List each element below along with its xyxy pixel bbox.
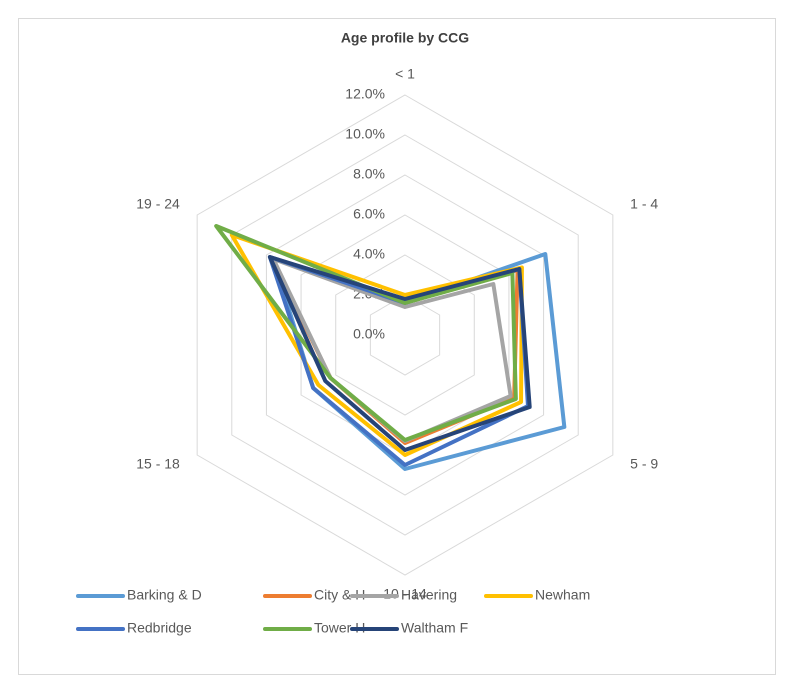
category-label: < 1 [395, 66, 415, 82]
grid-line [196, 94, 614, 576]
r-tick-label: 0.0% [353, 326, 385, 342]
chart-frame [18, 18, 776, 675]
r-tick-label: 6.0% [353, 206, 385, 222]
grid-line [369, 294, 441, 376]
legend-label: Barking & D [127, 587, 202, 603]
r-tick-label: 12.0% [345, 86, 385, 102]
legend-label: Waltham F [401, 620, 468, 636]
category-label: 19 - 24 [136, 196, 180, 212]
series-line [267, 255, 532, 452]
legend-label: Redbridge [127, 620, 192, 636]
category-label: 5 - 9 [630, 456, 658, 472]
r-tick-label: 4.0% [353, 246, 385, 262]
chart-title: Age profile by CCG [341, 30, 469, 46]
legend-label: Tower H [314, 620, 365, 636]
grid-line [335, 254, 475, 416]
category-label: 15 - 18 [136, 456, 180, 472]
r-tick-label: 8.0% [353, 166, 385, 182]
legend-label: Newham [535, 587, 590, 603]
legend-label: City & H [314, 587, 365, 603]
legend-label: Havering [401, 587, 457, 603]
series-line [214, 224, 518, 442]
series-line [229, 233, 524, 457]
r-tick-label: 10.0% [345, 126, 385, 142]
category-label: 1 - 4 [630, 196, 658, 212]
